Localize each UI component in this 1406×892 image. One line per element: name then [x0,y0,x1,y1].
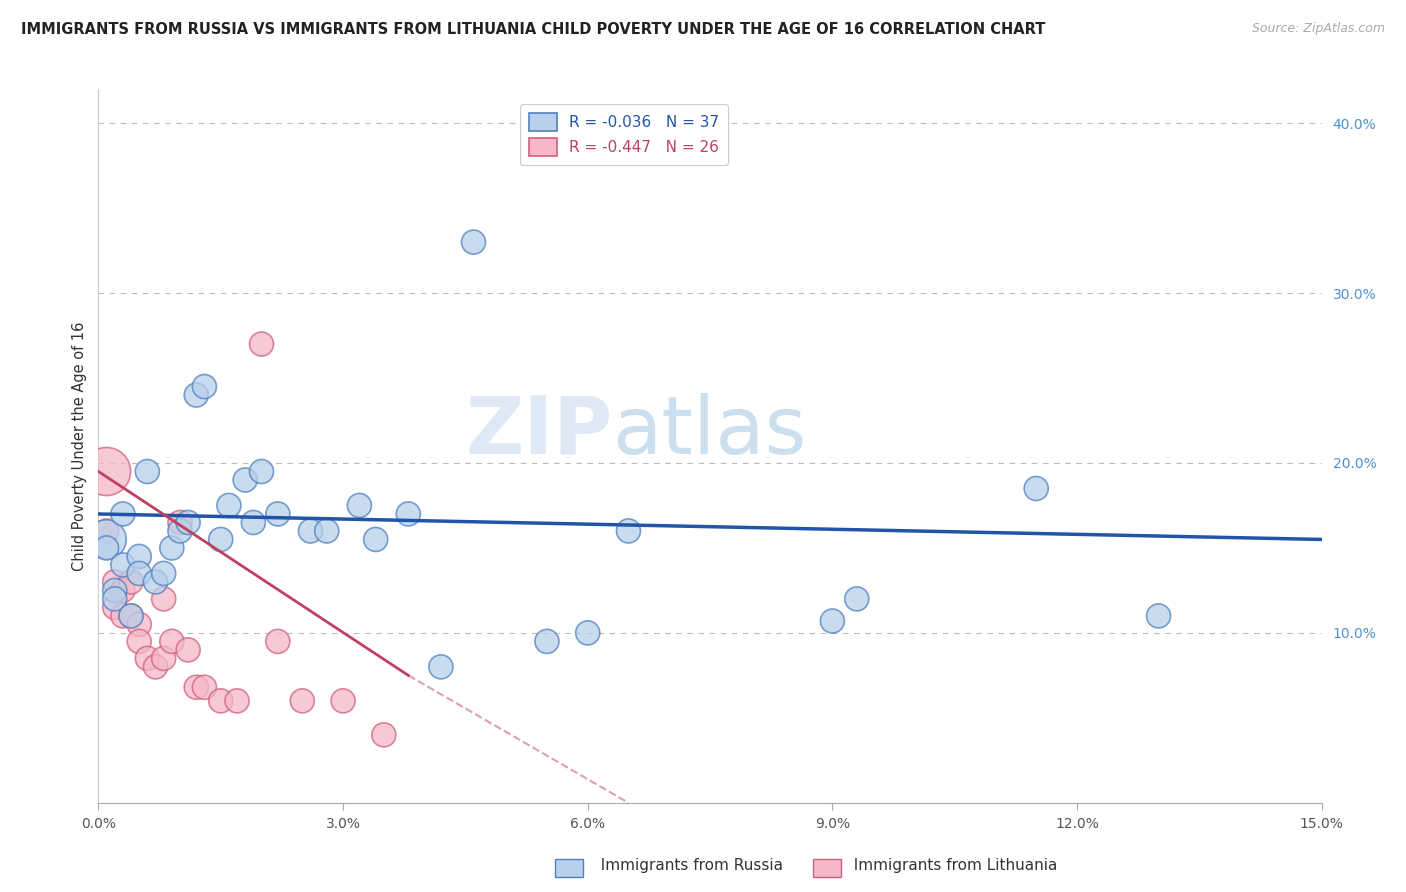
Legend: R = -0.036   N = 37, R = -0.447   N = 26: R = -0.036 N = 37, R = -0.447 N = 26 [520,104,728,165]
Point [145,574,167,589]
Text: Immigrants from Lithuania: Immigrants from Lithuania [844,858,1057,872]
Point [128,549,150,564]
Point [111,507,134,521]
Point [186,388,208,402]
Point [152,591,174,606]
Point [169,524,191,538]
Point [617,524,640,538]
Point [111,608,134,623]
Point [233,473,256,487]
Point [218,499,240,513]
Point [128,566,150,581]
Point [242,516,264,530]
Point [250,465,273,479]
Point [349,499,371,513]
Point [536,634,558,648]
Text: Immigrants from Russia: Immigrants from Russia [591,858,783,872]
Point [291,694,314,708]
Point [120,574,142,589]
Point [111,558,134,572]
Point [96,533,118,547]
Point [267,507,290,521]
Text: IMMIGRANTS FROM RUSSIA VS IMMIGRANTS FROM LITHUANIA CHILD POVERTY UNDER THE AGE : IMMIGRANTS FROM RUSSIA VS IMMIGRANTS FRO… [21,22,1046,37]
Point [136,465,159,479]
Point [152,651,174,665]
Point [209,694,232,708]
Point [111,583,134,598]
Point [845,591,868,606]
Point [193,379,215,393]
Point [136,651,159,665]
Point [128,617,150,632]
Point [152,566,174,581]
Point [267,634,290,648]
Point [463,235,485,249]
Point [120,608,142,623]
Point [145,660,167,674]
Point [160,541,183,555]
Point [177,516,200,530]
Point [104,574,127,589]
Point [104,583,127,598]
Point [250,337,273,351]
Point [576,626,599,640]
Point [120,608,142,623]
Point [177,643,200,657]
Point [332,694,354,708]
Point [364,533,387,547]
Point [128,634,150,648]
Point [821,614,844,628]
Point [430,660,453,674]
Point [104,600,127,615]
Point [104,591,127,606]
Point [96,524,118,538]
Point [226,694,249,708]
Text: Source: ZipAtlas.com: Source: ZipAtlas.com [1251,22,1385,36]
Point [96,541,118,555]
Point [209,533,232,547]
Point [1147,608,1170,623]
Y-axis label: Child Poverty Under the Age of 16: Child Poverty Under the Age of 16 [72,321,87,571]
Point [1025,482,1047,496]
Point [160,634,183,648]
Point [96,465,118,479]
Point [315,524,337,538]
Point [396,507,419,521]
Point [186,680,208,694]
Point [373,728,395,742]
Text: ZIP: ZIP [465,392,612,471]
Point [169,516,191,530]
Point [193,680,215,694]
Text: atlas: atlas [612,392,807,471]
Point [299,524,322,538]
